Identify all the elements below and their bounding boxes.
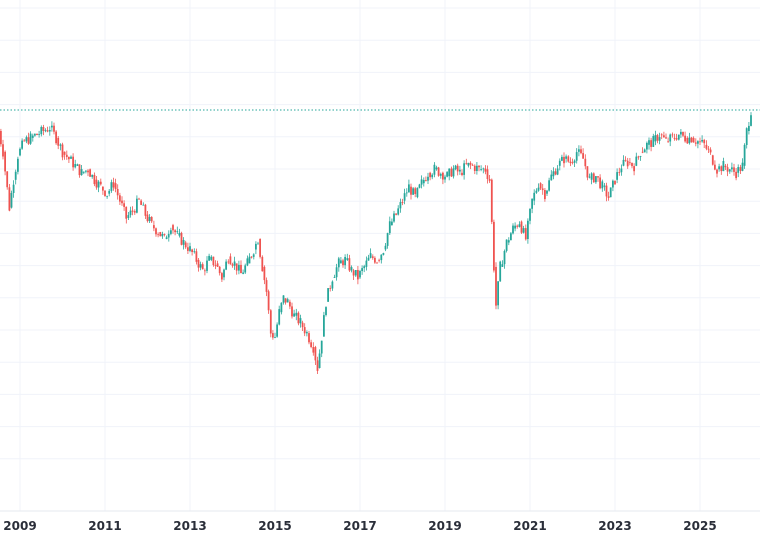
x-tick-label: 2017	[343, 519, 377, 533]
x-tick-label: 2011	[88, 519, 122, 533]
x-tick-label: 2019	[428, 519, 462, 533]
price-candles	[0, 112, 752, 374]
x-tick-label: 2021	[513, 519, 547, 533]
x-tick-label: 2013	[173, 519, 207, 533]
x-tick-label: 2009	[3, 519, 37, 533]
x-tick-label: 2015	[258, 519, 292, 533]
gridlines	[0, 0, 760, 512]
x-tick-label: 2025	[683, 519, 717, 533]
x-tick-label: 2023	[598, 519, 632, 533]
